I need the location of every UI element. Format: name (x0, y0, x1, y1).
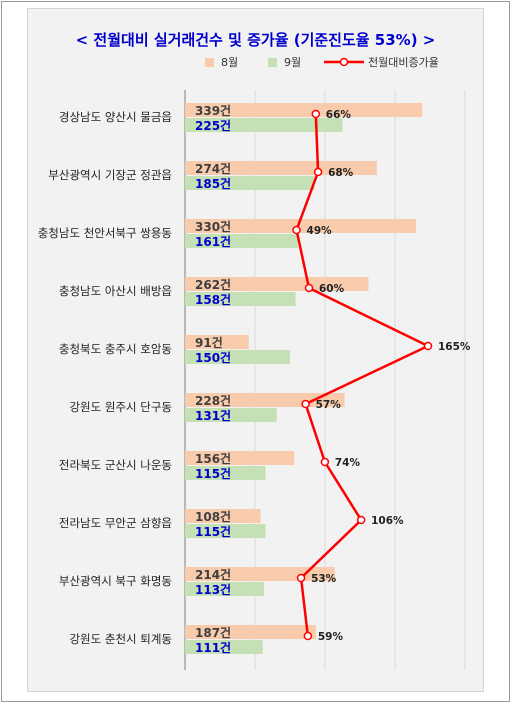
bar-label-aug: 91건 (195, 335, 223, 350)
bar-label-aug: 262건 (195, 277, 231, 292)
bar-sep (185, 350, 290, 364)
rate-marker (423, 341, 433, 351)
rate-polyline (295, 113, 431, 637)
category-label: 충청북도 충주시 호암동 (59, 342, 172, 356)
bar-label-aug: 156건 (195, 451, 231, 466)
legend-label-sep: 9월 (284, 56, 301, 69)
rate-label: 60% (319, 283, 345, 295)
bar-label-sep: 115건 (195, 524, 231, 539)
category-label: 충청남도 아산시 배방읍 (59, 284, 172, 298)
rate-marker (292, 225, 301, 235)
bar-aug (185, 277, 369, 291)
rate-marker (320, 457, 330, 467)
rate-marker (296, 573, 306, 583)
legend-swatch-sep (268, 58, 277, 67)
rate-marker (313, 167, 323, 177)
rate-label: 68% (328, 167, 354, 179)
bar-label-aug: 214건 (195, 567, 231, 582)
category-label: 강원도 원주시 단구동 (69, 400, 172, 414)
bar-aug (185, 103, 423, 117)
bar-sep (185, 292, 296, 306)
rate-label: 66% (326, 109, 352, 121)
category-label: 부산광역시 북구 화명동 (59, 574, 172, 588)
bar-label-sep: 185건 (195, 176, 231, 191)
bar-label-aug: 339건 (195, 103, 231, 118)
bar-aug (185, 335, 249, 349)
bar-label-sep: 225건 (195, 118, 231, 133)
bar-aug (185, 161, 377, 175)
legend-label-rate: 전월대비증가율 (368, 56, 439, 69)
bar-label-sep: 111건 (195, 640, 231, 655)
bar-sep (185, 582, 265, 596)
rate-label: 57% (316, 399, 342, 411)
bar-sep (185, 640, 263, 654)
category-label: 충청남도 천안서북구 쌍용동 (38, 226, 172, 240)
category-label: 전라남도 무안군 삼향읍 (59, 516, 172, 530)
bar-label-sep: 113건 (195, 582, 231, 597)
category-label: 강원도 춘천시 퇴계동 (69, 632, 172, 646)
rate-marker (303, 631, 313, 641)
bar-label-aug: 108건 (195, 509, 231, 524)
bar-aug (185, 219, 416, 233)
bar-label-aug: 274건 (195, 161, 231, 176)
bar-label-sep: 161건 (195, 234, 231, 249)
bar-sep (185, 118, 343, 132)
legend-label-aug: 8월 (221, 56, 238, 69)
rate-marker (301, 399, 310, 409)
chart-title: < 전월대비 실거래건수 및 증가율 (기준진도율 53%) > (75, 31, 436, 49)
bar-sep (185, 234, 298, 248)
bar-sep (185, 176, 315, 190)
rate-marker (356, 515, 366, 525)
bar-aug (185, 451, 295, 465)
bar-label-sep: 158건 (195, 292, 231, 307)
bar-aug (185, 509, 261, 523)
category-label: 전라북도 군산시 나운동 (59, 458, 172, 472)
rate-label: 59% (318, 631, 344, 643)
bar-sep (185, 408, 277, 422)
rate-label: 53% (311, 573, 337, 585)
rate-label: 106% (371, 515, 404, 527)
rate-label: 165% (438, 341, 471, 353)
legend-swatch-aug (205, 58, 214, 67)
bar-label-sep: 150건 (195, 350, 231, 365)
category-label: 부산광역시 기장군 정관읍 (48, 168, 172, 182)
bar-label-aug: 228건 (195, 393, 231, 408)
bar-sep (185, 524, 266, 538)
category-label: 경상남도 양산시 물금읍 (59, 110, 172, 124)
rate-label: 49% (307, 225, 333, 237)
bar-aug (185, 625, 316, 639)
bar-label-sep: 131건 (195, 408, 231, 423)
rate-marker (304, 283, 314, 293)
rate-marker (311, 109, 321, 119)
rate-line: 66% 68% 49% 60% 165% 57% 74% 106% 53% 59% (292, 109, 471, 643)
legend-marker-rate (339, 57, 349, 67)
bar-label-sep: 115건 (195, 466, 231, 481)
legend: 8월 9월 전월대비증가율 (205, 56, 439, 69)
bar-label-aug: 187건 (195, 625, 231, 640)
bar-sep (185, 466, 266, 480)
bar-label-aug: 330건 (195, 219, 231, 234)
rate-label: 74% (335, 457, 361, 469)
